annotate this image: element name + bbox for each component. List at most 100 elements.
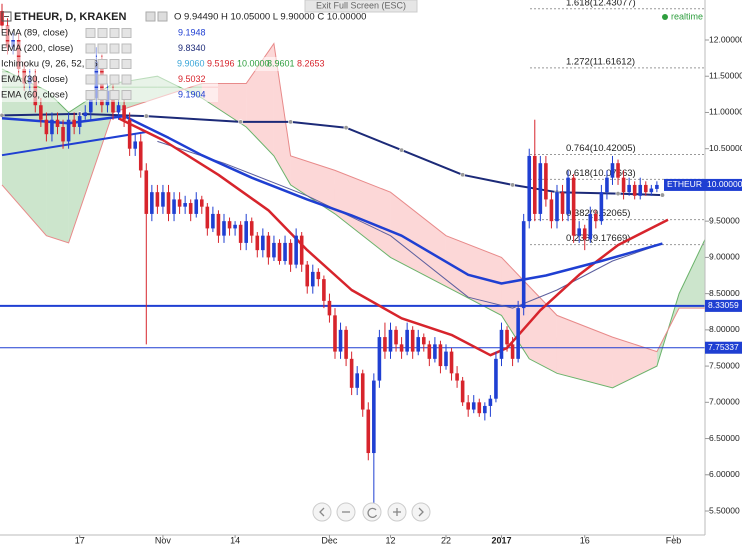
icon[interactable]: [145, 11, 156, 22]
y-tick-label: 6.50000: [709, 433, 740, 443]
nav-icons: [319, 507, 424, 518]
legend-icon[interactable]: [85, 43, 96, 54]
legend-icon[interactable]: [121, 90, 132, 100]
legend-icon[interactable]: [109, 90, 120, 100]
ema-dot: [510, 182, 516, 188]
legend-icon[interactable]: [97, 43, 108, 54]
candle-body: [199, 199, 204, 207]
legend-icon[interactable]: [97, 90, 108, 100]
legend-icon[interactable]: [97, 59, 108, 69]
candle-body: [505, 329, 509, 345]
candle-body: [488, 398, 493, 406]
candle-body: [594, 213, 598, 222]
candle-body: [471, 402, 476, 410]
candle-body: [249, 221, 254, 236]
candle-body: [421, 337, 426, 345]
x-tick-label: Feb: [666, 535, 682, 545]
candle-body: [444, 351, 448, 367]
fib-label: 1.618(12.43077): [566, 0, 636, 8]
legend-name: EMA (200, close): [1, 43, 73, 54]
reset-button[interactable]: [362, 502, 382, 522]
ema-dot: [238, 119, 244, 125]
legend-icon[interactable]: [85, 28, 96, 38]
legend: EMA (89, close) 9.1948 EMA (200, close) 9.8…: [0, 26, 325, 102]
ema-dot: [460, 172, 466, 178]
x-tick-label: 17: [75, 535, 85, 545]
scroll-left-button[interactable]: [312, 502, 332, 522]
legend-icon[interactable]: [85, 90, 96, 100]
candle-body: [305, 264, 310, 287]
candle-body: [155, 192, 160, 207]
legend-icon[interactable]: [97, 74, 108, 85]
scroll-right-button[interactable]: [411, 502, 431, 522]
candle-body: [521, 221, 526, 309]
ema-dot: [143, 113, 149, 119]
candle-body: [61, 126, 65, 142]
candle-body: [166, 192, 171, 214]
candle-body: [394, 329, 398, 345]
overlay: Exit Full Screen (ESC) realtime ETHEUR, …: [0, 0, 703, 522]
y-tick-label: 9.00000: [709, 252, 740, 262]
candle-body: [205, 206, 210, 229]
candle-body: [516, 308, 520, 359]
candle-body: [588, 213, 593, 240]
candle-body: [466, 402, 470, 410]
legend-icon[interactable]: [121, 59, 132, 69]
legend-icon[interactable]: [121, 28, 132, 38]
x-tick-label: 14: [230, 535, 240, 545]
legend-name: EMA (89, close): [1, 28, 68, 39]
candle-body: [344, 329, 348, 359]
exit-fullscreen-button[interactable]: [304, 0, 418, 13]
y-tick-label: 5.50000: [709, 505, 740, 515]
x-tick-label: 12: [385, 535, 395, 545]
y-tick-label: 11.00000: [709, 107, 742, 117]
y-tick-label: 12.00000: [709, 34, 742, 44]
price-axis-bg: [705, 0, 742, 546]
legend-icon[interactable]: [109, 28, 120, 38]
legend-value: 9.8340: [178, 43, 206, 53]
symbol-title: ETHEUR, D, KRAKEN: [14, 11, 127, 23]
candle-body: [327, 300, 332, 316]
legend-name: Ichimoku (9, 26, 52, 26): [1, 59, 101, 70]
candle-body: [116, 105, 121, 113]
candle-body: [211, 213, 215, 229]
candle-body: [544, 163, 548, 200]
legend-value: 9.1948: [178, 27, 206, 37]
legend-icon[interactable]: [85, 74, 96, 85]
legend-icon[interactable]: [85, 59, 96, 69]
legend-icon[interactable]: [109, 74, 120, 85]
y-tick-label: 8.00000: [709, 324, 740, 334]
candle-body: [549, 199, 554, 222]
legend-value: 9.1904: [178, 89, 206, 99]
candle-body: [299, 235, 304, 265]
candle-body: [55, 119, 60, 127]
legend-icon[interactable]: [109, 59, 120, 69]
legend-icon[interactable]: [121, 43, 132, 54]
candle-body: [66, 119, 71, 142]
candle-body: [238, 224, 243, 243]
candle-body: [571, 177, 576, 236]
candle-body: [349, 358, 354, 388]
last-price-tag: [705, 178, 742, 191]
plot-area: 1.618(12.43077) 1.272(11.61612) 0.764(10.4…: [0, 0, 705, 504]
collapse-icon[interactable]: [1, 11, 12, 22]
x-tick-label: Dec: [321, 535, 338, 545]
legend-icon[interactable]: [109, 43, 120, 54]
candle-body: [288, 242, 293, 265]
exit-fullscreen-text[interactable]: Exit Full Screen (ESC): [316, 0, 406, 10]
candle-body: [483, 405, 487, 414]
candle-body: [188, 203, 193, 214]
header-icons[interactable]: [145, 11, 168, 22]
ema-dot: [343, 125, 349, 131]
legend-value: 8.9601: [267, 58, 295, 68]
legend-icon[interactable]: [97, 28, 108, 38]
icon[interactable]: [157, 11, 168, 22]
candle-body: [127, 119, 132, 149]
legend-icon[interactable]: [121, 74, 132, 85]
fib-label: 0.764(10.42005): [566, 143, 636, 154]
ohlc-values: O 9.94490 H 10.05000 L 9.90000 C 10.0000…: [174, 12, 366, 23]
candle-body: [294, 235, 298, 265]
candle-body: [355, 373, 359, 388]
cloud-segment: [290, 155, 335, 214]
